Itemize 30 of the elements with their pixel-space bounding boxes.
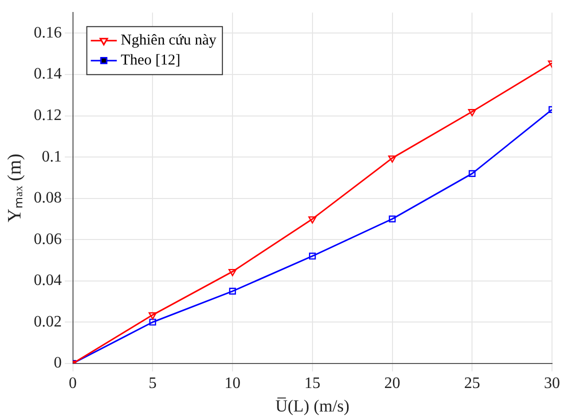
- y-tick-label: 0.12: [34, 106, 62, 124]
- y-tick-label: 0.02: [34, 313, 62, 330]
- legend-label: Nghiên cứu này: [120, 32, 217, 49]
- y-tick-label: 0.1: [42, 148, 62, 166]
- x-tick-label: 15: [304, 375, 320, 392]
- x-tick-label: 5: [148, 375, 157, 392]
- y-tick-label: 0: [54, 354, 62, 372]
- y-tick-label: 0.16: [34, 24, 62, 42]
- y-tick-label: 0.14: [34, 66, 62, 83]
- point: [388, 216, 396, 222]
- y-tick-label: 0.04: [34, 272, 62, 290]
- y-tick-label: 0.08: [34, 190, 62, 207]
- x-tick-label: 25: [464, 375, 480, 392]
- point: [388, 155, 396, 163]
- legend-label: Theo [12]: [120, 52, 180, 69]
- point: [468, 170, 476, 177]
- point: [149, 318, 156, 326]
- x-tick-label: 20: [384, 375, 400, 392]
- point: [228, 268, 237, 276]
- point: [468, 109, 476, 116]
- x-tick-label: 0: [68, 375, 77, 392]
- point: [148, 312, 157, 320]
- y-tick-label: 0.06: [34, 230, 62, 248]
- point: [229, 288, 236, 295]
- y-axis-title: Yₘₐₓ (m): [4, 154, 26, 222]
- point: [308, 216, 316, 224]
- x-axis-title: U̅(L) (m/s): [275, 396, 350, 416]
- point: [308, 252, 316, 260]
- x-tick-label: 10: [224, 375, 241, 392]
- x-tick-label: 30: [544, 375, 560, 392]
